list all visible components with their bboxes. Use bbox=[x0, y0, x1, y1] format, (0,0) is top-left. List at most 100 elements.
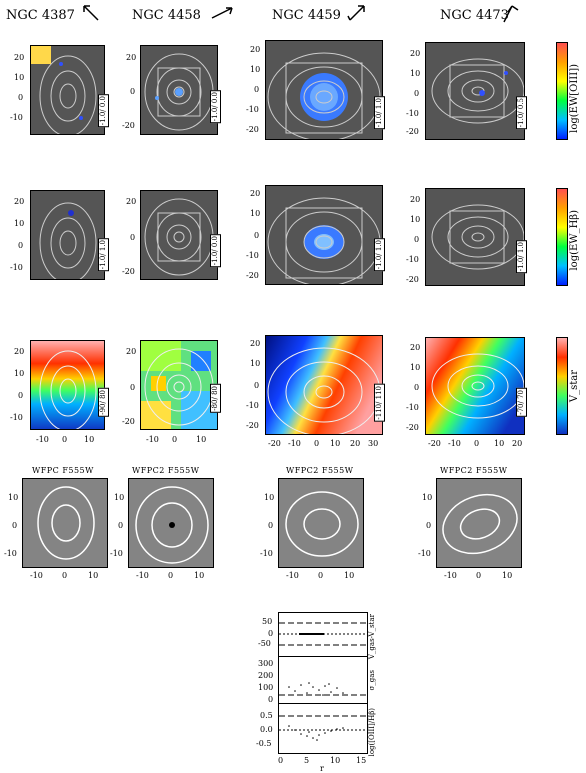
y-tick: 20 bbox=[410, 49, 421, 58]
y-tick: 20 bbox=[126, 53, 137, 62]
y-tick: 20 bbox=[126, 347, 137, 356]
colorbar-row3 bbox=[556, 337, 568, 435]
wfpc-image-ngc4458 bbox=[128, 478, 214, 568]
velocity-map-ngc4459 bbox=[265, 335, 383, 435]
x-tick: -20 bbox=[428, 439, 441, 448]
y-tick: 20 bbox=[14, 347, 25, 356]
orientation-arrow-icon bbox=[83, 5, 99, 21]
velocity-map-ngc4458 bbox=[140, 340, 218, 430]
y-tick: -10 bbox=[406, 403, 419, 412]
y-tick: 0 bbox=[268, 629, 274, 638]
x-tick: 10 bbox=[330, 439, 341, 448]
velocity-map-ngc4387 bbox=[30, 340, 105, 430]
y-tick: 10 bbox=[114, 493, 125, 502]
y-tick: -20 bbox=[246, 271, 259, 280]
range-label: -1.0/ 1.0 bbox=[374, 96, 385, 130]
y-tick: -10 bbox=[246, 105, 259, 114]
colorbar-row2 bbox=[556, 188, 568, 286]
x-tick: 10 bbox=[84, 435, 95, 444]
oiii-map-ngc4459 bbox=[265, 40, 383, 140]
x-tick: -10 bbox=[444, 571, 457, 580]
y-tick: 0.5 bbox=[260, 711, 273, 720]
y-tick: 20 bbox=[410, 195, 421, 204]
y-tick: 0 bbox=[18, 93, 24, 102]
x-tick: 10 bbox=[330, 756, 341, 765]
y-tick: 50 bbox=[262, 617, 273, 626]
profile-label-vgas-vstar: V_gas-V_star bbox=[368, 614, 376, 660]
y-tick: 300 bbox=[258, 659, 274, 668]
x-tick: 0 bbox=[172, 435, 178, 444]
x-tick: 10 bbox=[344, 571, 355, 580]
velocity-map-ngc4473 bbox=[425, 337, 525, 435]
y-tick: 100 bbox=[258, 683, 274, 692]
y-tick: -20 bbox=[122, 417, 135, 426]
wfpc-title: WFPC2 F555W bbox=[440, 466, 508, 475]
x-tick: 0 bbox=[474, 439, 480, 448]
y-tick: -10 bbox=[246, 251, 259, 260]
wfpc-title: WFPC2 F555W bbox=[132, 466, 200, 475]
y-tick: 0 bbox=[268, 695, 274, 704]
hbeta-map-ngc4387 bbox=[30, 190, 105, 280]
profile-xlabel: r bbox=[320, 764, 324, 773]
y-tick: 20 bbox=[126, 197, 137, 206]
x-tick: 0 bbox=[314, 439, 320, 448]
y-tick: 20 bbox=[250, 45, 261, 54]
x-tick: -10 bbox=[36, 435, 49, 444]
wfpc-title: WFPC F555W bbox=[32, 466, 94, 475]
range-label: -1.0/ 1.0 bbox=[516, 240, 527, 274]
y-tick: -20 bbox=[406, 127, 419, 136]
y-tick: -10 bbox=[10, 413, 23, 422]
x-tick: -20 bbox=[268, 439, 281, 448]
x-tick: 0 bbox=[168, 571, 174, 580]
wfpc-image-ngc4473 bbox=[436, 478, 522, 568]
y-tick: 10 bbox=[250, 209, 261, 218]
x-tick: 0 bbox=[318, 571, 324, 580]
y-tick: -20 bbox=[246, 125, 259, 134]
range-label: -1.0/ 0.0 bbox=[210, 234, 221, 268]
profile-panel-oiii-hbeta bbox=[278, 704, 368, 754]
range-label: -1.0/ 0.0 bbox=[210, 90, 221, 124]
y-tick: 0 bbox=[118, 521, 124, 530]
orientation-arrow-icon bbox=[503, 5, 519, 23]
x-tick: -10 bbox=[288, 439, 301, 448]
x-tick: 10 bbox=[494, 439, 505, 448]
wfpc-title: WFPC2 F555W bbox=[286, 466, 354, 475]
y-tick: 0 bbox=[414, 235, 420, 244]
y-tick: 20 bbox=[250, 189, 261, 198]
y-tick: 0 bbox=[254, 85, 260, 94]
y-tick: 0 bbox=[426, 521, 432, 530]
y-tick: -20 bbox=[122, 267, 135, 276]
y-tick: 20 bbox=[14, 53, 25, 62]
galaxy-title-ngc4459: NGC 4459 bbox=[272, 8, 341, 23]
y-tick: -20 bbox=[122, 121, 135, 130]
x-tick: 0 bbox=[62, 435, 68, 444]
y-tick: 0 bbox=[254, 381, 260, 390]
galaxy-title-ngc4473: NGC 4473 bbox=[440, 8, 509, 23]
profile-panel-vgas-vstar bbox=[278, 612, 368, 656]
y-tick: 0 bbox=[18, 241, 24, 250]
x-tick: -10 bbox=[146, 435, 159, 444]
profile-panel-sigma-gas bbox=[278, 656, 368, 704]
oiii-map-ngc4458 bbox=[140, 45, 218, 135]
y-tick: 0.0 bbox=[260, 725, 273, 734]
y-tick: 10 bbox=[14, 369, 25, 378]
y-tick: -20 bbox=[406, 275, 419, 284]
x-tick: -10 bbox=[136, 571, 149, 580]
y-tick: 0 bbox=[130, 87, 136, 96]
x-tick: -10 bbox=[30, 571, 43, 580]
x-tick: 5 bbox=[304, 756, 310, 765]
profile-label-oiii-hbeta: log([OIII]/Hβ) bbox=[368, 708, 376, 757]
y-tick: 10 bbox=[14, 73, 25, 82]
y-tick: 0 bbox=[18, 391, 24, 400]
range-label: -90/ 80 bbox=[98, 388, 109, 417]
y-tick: 10 bbox=[410, 363, 421, 372]
y-tick: -10 bbox=[406, 109, 419, 118]
range-label: -1.0/ 0.5 bbox=[516, 96, 527, 130]
y-tick: -10 bbox=[418, 549, 431, 558]
y-tick: 0 bbox=[414, 383, 420, 392]
colorbar-label-row3: V_star bbox=[569, 370, 580, 403]
y-tick: -10 bbox=[246, 401, 259, 410]
colorbar-label-row1: log(EW[OIII]) bbox=[569, 64, 580, 133]
x-tick: 10 bbox=[88, 571, 99, 580]
wfpc-image-ngc4459 bbox=[278, 478, 364, 568]
